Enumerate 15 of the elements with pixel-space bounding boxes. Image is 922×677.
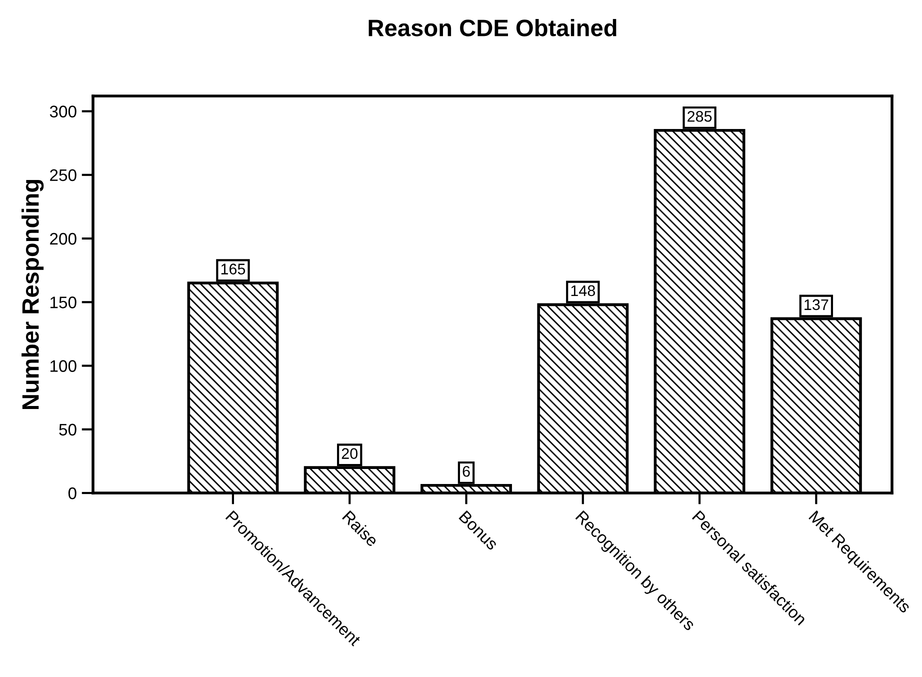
- y-tick-label: 100: [50, 360, 76, 372]
- y-tick-label: 150: [50, 296, 76, 308]
- y-tick-label: 200: [50, 232, 76, 245]
- y-tick-label: 250: [50, 169, 76, 182]
- data-label: 6: [462, 466, 470, 477]
- data-label: 137: [804, 299, 828, 310]
- chart-title: Reason CDE Obtained: [368, 18, 616, 36]
- data-label: 148: [571, 285, 595, 296]
- y-tick-label: 50: [59, 424, 76, 436]
- y-tick-label: 300: [50, 106, 76, 118]
- data-label: 20: [342, 448, 358, 459]
- y-tick-label: 0: [68, 487, 76, 500]
- data-label: 285: [688, 110, 712, 122]
- data-label: 165: [221, 264, 246, 274]
- y-axis-title: Number Responding: [22, 180, 44, 410]
